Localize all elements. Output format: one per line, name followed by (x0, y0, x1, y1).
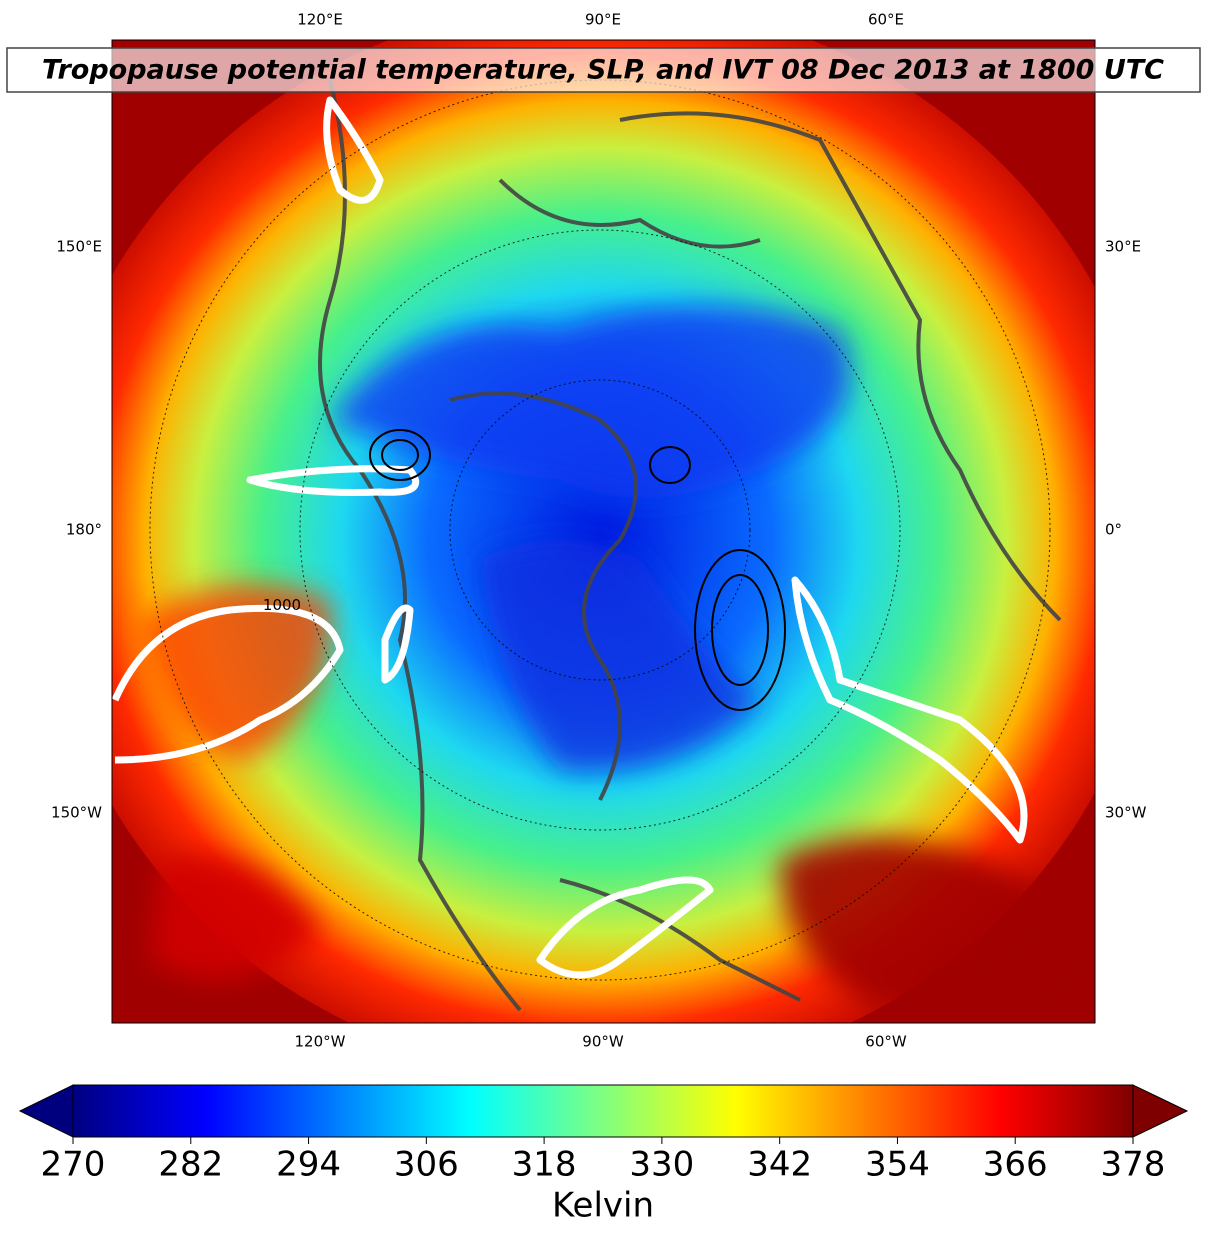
lon-label: 90°W (582, 1033, 624, 1051)
colorbar (72, 1084, 1134, 1138)
lon-label: 60°W (865, 1033, 907, 1051)
lon-label: 60°E (868, 11, 904, 29)
map: 1000 (112, 40, 1095, 1023)
lon-label: 180° (66, 521, 102, 539)
map-frame (111, 39, 1096, 1024)
lon-label: 0° (1105, 521, 1122, 539)
colorbar-tick-label: 306 (394, 1145, 459, 1185)
lon-label: 150°W (51, 804, 102, 822)
lon-label: 30°E (1105, 238, 1141, 256)
colorbar-tick-label: 330 (629, 1145, 694, 1185)
colorbar-tick-label: 294 (276, 1145, 341, 1185)
colorbar-tick-label: 378 (1101, 1145, 1166, 1185)
longitude-labels: 120°E 90°E 60°E 120°W 90°W 60°W 150°E 180° 150°W… (51, 11, 1147, 1051)
lon-label: 120°W (295, 1033, 346, 1051)
colorbar-extend-high (1132, 1084, 1189, 1138)
colorbar-tick-label: 270 (41, 1145, 106, 1185)
lon-label: 120°E (297, 11, 343, 29)
colorbar-tick-label: 366 (983, 1145, 1048, 1185)
colorbar-tick-label: 354 (865, 1145, 930, 1185)
colorbar-label: Kelvin (552, 1186, 654, 1226)
lon-label: 90°E (585, 11, 621, 29)
title: Tropopause potential temperature, SLP, a… (42, 55, 1164, 86)
lon-label: 150°E (56, 238, 102, 256)
colorbar-tick-label: 342 (747, 1145, 812, 1185)
title-box (6, 47, 1201, 93)
colorbar-tick-label: 318 (512, 1145, 577, 1185)
colorbar-extend-low (18, 1084, 74, 1138)
lon-label: 30°W (1105, 804, 1147, 822)
colorbar-ticks: 270 282 294 306 318 330 342 354 366 378 (41, 1137, 1166, 1185)
contour-label: 1000 (263, 596, 301, 614)
colorbar-tick-label: 282 (158, 1145, 223, 1185)
